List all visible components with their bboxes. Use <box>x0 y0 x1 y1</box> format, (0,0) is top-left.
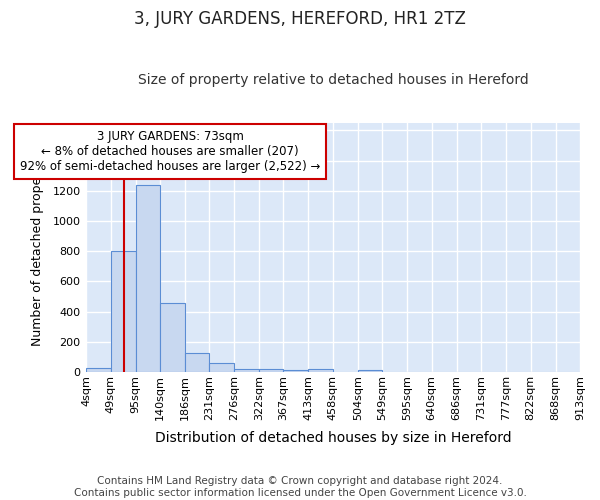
Bar <box>160 304 185 372</box>
Bar <box>136 185 160 372</box>
Bar <box>86 368 110 372</box>
Bar <box>234 369 259 372</box>
Title: Size of property relative to detached houses in Hereford: Size of property relative to detached ho… <box>137 73 529 87</box>
Bar <box>185 353 209 372</box>
Bar <box>259 369 283 372</box>
X-axis label: Distribution of detached houses by size in Hereford: Distribution of detached houses by size … <box>155 431 511 445</box>
Bar <box>283 370 308 372</box>
Y-axis label: Number of detached properties: Number of detached properties <box>31 149 44 346</box>
Text: 3, JURY GARDENS, HEREFORD, HR1 2TZ: 3, JURY GARDENS, HEREFORD, HR1 2TZ <box>134 10 466 28</box>
Bar <box>209 363 234 372</box>
Bar <box>308 369 333 372</box>
Bar <box>358 370 382 372</box>
Text: Contains HM Land Registry data © Crown copyright and database right 2024.
Contai: Contains HM Land Registry data © Crown c… <box>74 476 526 498</box>
Text: 3 JURY GARDENS: 73sqm
← 8% of detached houses are smaller (207)
92% of semi-deta: 3 JURY GARDENS: 73sqm ← 8% of detached h… <box>20 130 320 174</box>
Bar <box>110 251 136 372</box>
